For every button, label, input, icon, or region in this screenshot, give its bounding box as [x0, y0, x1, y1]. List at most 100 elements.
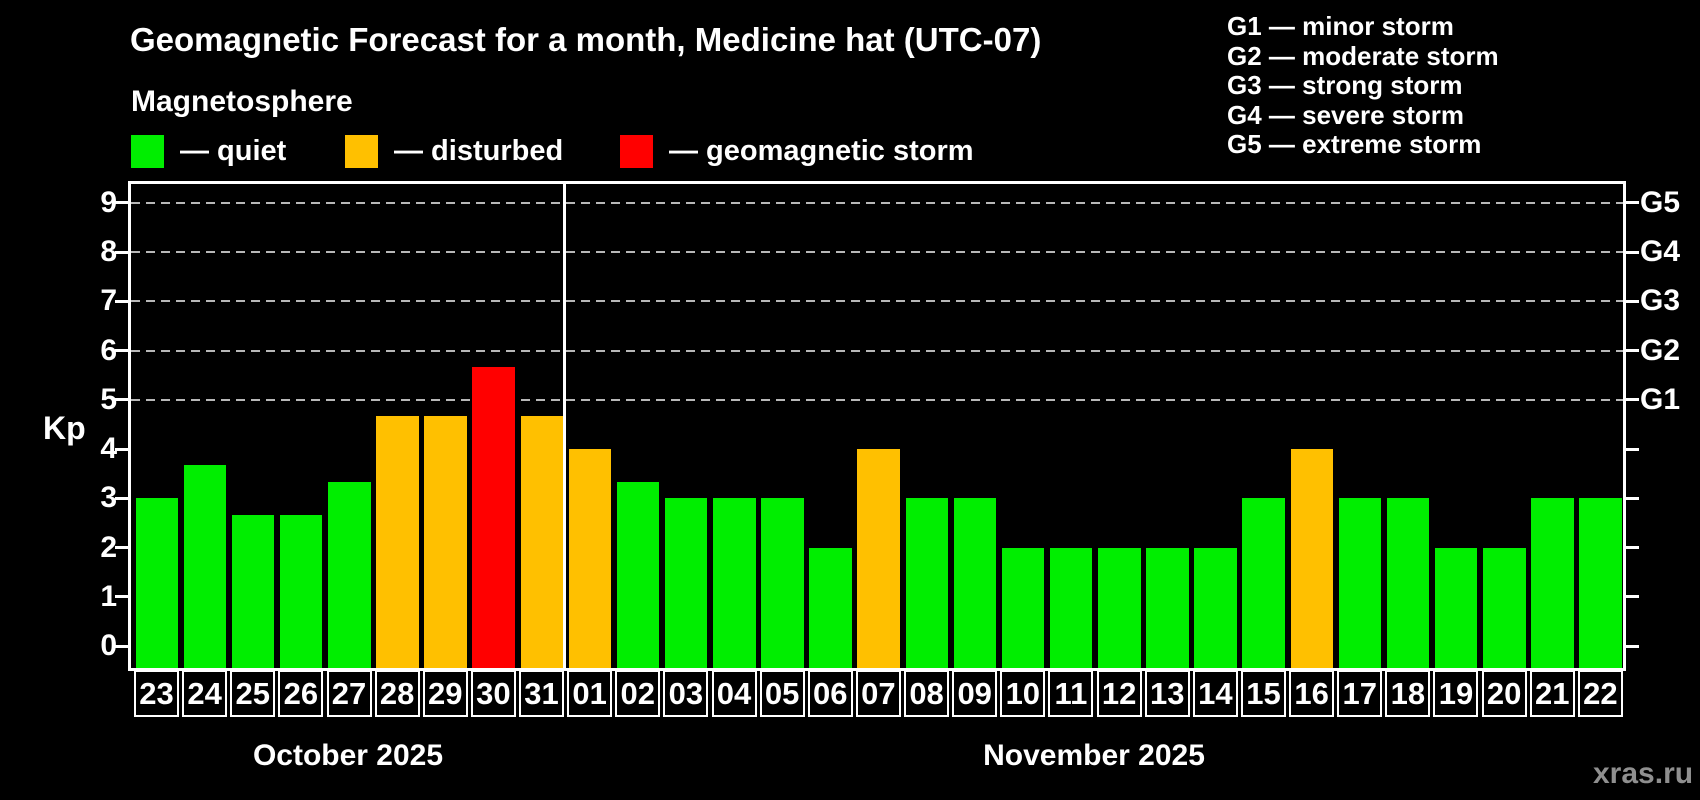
kp-bar-23 [135, 498, 178, 668]
kp-bar-26 [279, 514, 323, 668]
chart-subtitle: Magnetosphere [131, 85, 353, 118]
kp-bar-20 [1483, 547, 1526, 668]
month-label-october: October 2025 [252, 739, 444, 772]
legend-label-quiet: — quiet [180, 134, 287, 167]
day-label-11: 11 [1048, 670, 1094, 717]
y-tick-label-4: 4 [100, 432, 117, 465]
kp-bar-12 [1098, 547, 1141, 668]
kp-bar-07 [857, 449, 900, 668]
day-label-17: 17 [1337, 670, 1383, 717]
day-label-27: 27 [326, 670, 372, 717]
day-label-09: 09 [952, 670, 998, 717]
quiet-color-swatch [131, 134, 164, 168]
kp-bar-28 [376, 416, 419, 668]
kp-bar-01 [568, 449, 612, 668]
gridline-kp-5 [131, 398, 1624, 401]
day-label-15: 15 [1240, 670, 1286, 717]
kp-bar-21 [1531, 498, 1574, 668]
day-label-08: 08 [904, 670, 950, 717]
y-tick-left-4 [115, 447, 131, 451]
day-label-26: 26 [278, 670, 324, 717]
kp-bar-05 [761, 498, 804, 668]
kp-bar-25 [231, 514, 275, 668]
kp-bar-17 [1338, 498, 1382, 668]
kp-bar-22 [1579, 498, 1622, 668]
plot-frame [128, 181, 1626, 671]
legend-item-storm: — geomagnetic storm [620, 133, 974, 169]
day-label-29: 29 [422, 670, 468, 717]
day-label-31: 31 [519, 670, 565, 717]
y-tick-right-3 [1623, 496, 1639, 500]
kp-bar-14 [1194, 547, 1237, 668]
legend-item-disturbed: — disturbed [345, 133, 563, 169]
day-label-28: 28 [374, 670, 420, 717]
kp-bar-04 [713, 498, 756, 668]
day-label-16: 16 [1289, 670, 1335, 717]
y-tick-label-6: 6 [100, 333, 117, 367]
y-tick-right-4 [1623, 447, 1639, 451]
y-tick-left-7 [115, 299, 131, 303]
kp-bar-15 [1242, 498, 1285, 668]
day-label-13: 13 [1144, 670, 1190, 717]
day-label-14: 14 [1192, 670, 1238, 717]
y-tick-right-1 [1623, 595, 1639, 599]
gridline-kp-8 [131, 251, 1624, 253]
kp-bar-19 [1434, 547, 1478, 668]
kp-bar-09 [953, 498, 997, 668]
disturbed-color-swatch [345, 134, 378, 168]
y-tick-left-2 [115, 546, 131, 549]
g-label-G2: G2 [1640, 333, 1681, 367]
y-tick-label-7: 7 [100, 284, 117, 318]
y-tick-left-1 [115, 595, 131, 599]
y-tick-label-8: 8 [100, 235, 117, 268]
kp-bar-10 [1001, 547, 1045, 668]
y-tick-label-5: 5 [100, 382, 117, 416]
kp-bar-27 [328, 481, 371, 668]
y-tick-right-7 [1623, 299, 1639, 303]
day-label-19: 19 [1433, 670, 1479, 717]
watermark: xras.ru [1593, 757, 1694, 790]
kp-bar-08 [905, 498, 949, 668]
kp-bar-13 [1146, 547, 1189, 668]
legend-label-storm: — geomagnetic storm [669, 134, 974, 167]
kp-bar-16 [1290, 449, 1334, 668]
kp-bar-31 [520, 416, 564, 668]
kp-bar-24 [183, 465, 227, 668]
y-tick-label-0: 0 [100, 629, 117, 662]
month-separator-line [562, 184, 566, 668]
g-legend-line-g3: G3 — strong storm [1227, 70, 1463, 101]
y-tick-right-8 [1623, 250, 1639, 254]
day-label-24: 24 [182, 670, 228, 717]
day-label-20: 20 [1481, 670, 1527, 717]
g-label-G4: G4 [1640, 235, 1681, 268]
y-tick-label-9: 9 [100, 185, 117, 219]
y-tick-left-8 [115, 250, 131, 254]
day-label-02: 02 [615, 670, 661, 717]
gridline-kp-9 [131, 201, 1624, 204]
y-tick-right-5 [1623, 398, 1639, 402]
day-label-21: 21 [1529, 670, 1575, 717]
y-tick-left-5 [115, 398, 131, 402]
y-tick-label-2: 2 [100, 530, 117, 564]
kp-bar-30 [472, 366, 515, 668]
y-tick-right-2 [1623, 546, 1639, 549]
day-label-30: 30 [470, 670, 516, 717]
page-title: Geomagnetic Forecast for a month, Medici… [130, 21, 1042, 58]
g-scale-legend: G1 — minor storm G2 — moderate storm G3 … [1227, 11, 1499, 160]
y-tick-label-3: 3 [100, 481, 117, 515]
y-tick-left-9 [115, 201, 131, 205]
y-tick-left-6 [115, 349, 131, 352]
g-label-G5: G5 [1640, 185, 1681, 219]
y-tick-right-9 [1623, 201, 1639, 205]
day-label-04: 04 [711, 670, 757, 717]
gridline-kp-6 [131, 349, 1624, 352]
kp-bar-29 [424, 416, 467, 668]
g-legend-line-g4: G4 — severe storm [1227, 99, 1465, 130]
day-label-22: 22 [1577, 670, 1623, 717]
g-legend-line-g5: G5 — extreme storm [1227, 129, 1482, 160]
kp-bar-02 [616, 481, 660, 668]
day-label-18: 18 [1385, 670, 1431, 717]
y-tick-label-1: 1 [100, 579, 117, 613]
